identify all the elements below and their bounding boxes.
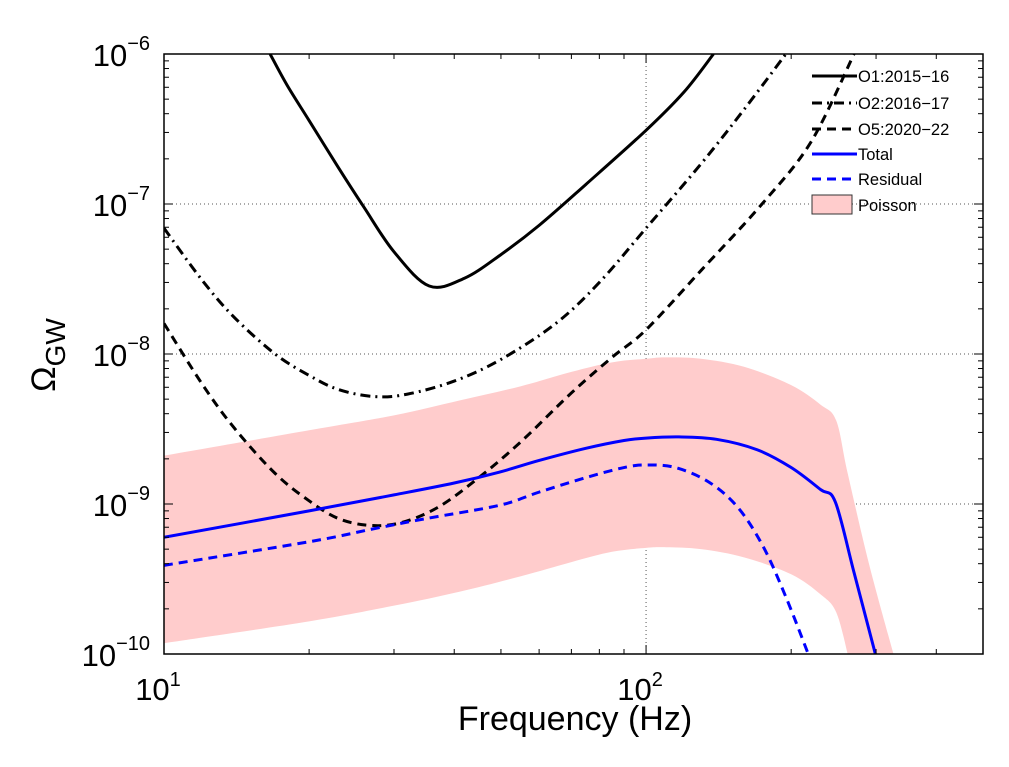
x-axis-label: Frequency (Hz) — [458, 700, 692, 738]
tick-labels: 101 102 10−10 10−9 10−8 10−7 10−6 — [82, 33, 663, 707]
legend-item: Poisson — [811, 194, 917, 215]
legend-item: O1:2015−16 — [812, 68, 949, 86]
legend-label: Total — [858, 146, 893, 164]
legend-item: Total — [812, 146, 893, 164]
y-tick-label: 10−8 — [93, 333, 150, 373]
y-tick-label: 10−9 — [93, 483, 150, 523]
series-line-total — [164, 435, 877, 654]
series-line-residual — [164, 463, 810, 654]
poisson-band — [164, 357, 894, 654]
y-tick-label: 10−10 — [82, 633, 150, 673]
ticks — [163, 54, 984, 655]
y-axis-label-main: Ω — [25, 366, 63, 391]
legend-item: O5:2020−22 — [812, 121, 949, 139]
y-axis-label-subscript: GW — [40, 318, 71, 367]
svg-text:ΩGW: ΩGW — [25, 318, 71, 392]
legend-item: Residual — [812, 171, 922, 189]
series-line-o5-2020-22 — [164, 54, 856, 528]
legend-swatch-poisson — [811, 194, 853, 215]
x-tick-label: 102 — [617, 669, 663, 707]
x-tick-label: 101 — [135, 669, 181, 707]
series-line-o2-2016-17 — [164, 54, 788, 399]
series-layer — [164, 54, 894, 654]
y-axis-label: ΩGW — [25, 318, 71, 392]
legend: O1:2015−16 O2:2016−17 O5:2020−22 Total Resid… — [811, 68, 949, 215]
legend-label: Poisson — [858, 197, 917, 215]
y-tick-label: 10−7 — [93, 183, 150, 223]
legend-label: O5:2020−22 — [858, 121, 949, 139]
legend-label: O1:2015−16 — [858, 68, 949, 86]
legend-label: Residual — [858, 171, 922, 189]
y-tick-label: 10−6 — [93, 33, 150, 73]
legend-label: O2:2016−17 — [858, 95, 949, 113]
series-line-o1-2015-16 — [268, 54, 715, 289]
legend-item: O2:2016−17 — [812, 95, 949, 113]
